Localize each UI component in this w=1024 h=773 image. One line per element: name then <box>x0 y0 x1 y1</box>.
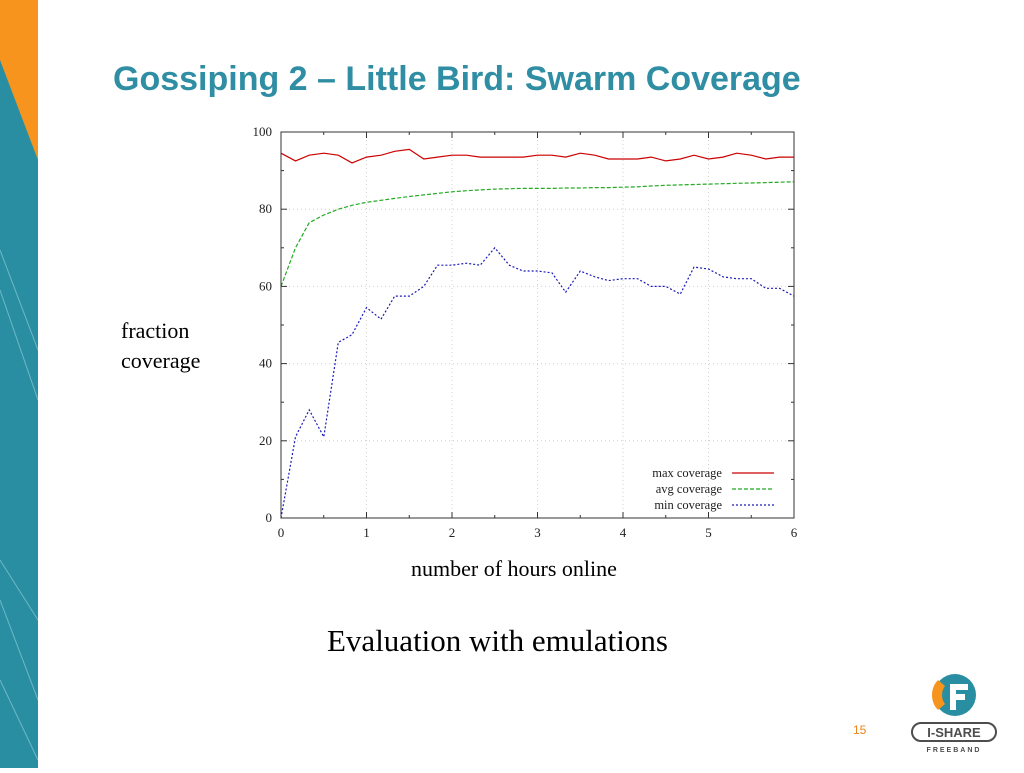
legend-label-max-coverage: max coverage <box>652 466 722 480</box>
x-axis-label: number of hours online <box>411 556 617 581</box>
x-tick-label: 5 <box>705 525 712 540</box>
freeband-logo-icon: I-SHARE FREEBAND <box>911 674 997 754</box>
y-tick-label: 20 <box>259 433 272 448</box>
y-axis-label-line-1: fraction <box>121 318 190 343</box>
x-tick-label: 1 <box>363 525 370 540</box>
y-tick-label: 40 <box>259 356 272 371</box>
legend-label-avg-coverage: avg coverage <box>656 482 723 496</box>
series-line-min-coverage <box>280 246 795 519</box>
y-axis-label-line-2: coverage <box>121 348 201 373</box>
slide-caption: Evaluation with emulations <box>327 623 668 658</box>
series-line-max-coverage <box>280 148 794 164</box>
logo-sub-text: FREEBAND <box>927 747 982 754</box>
y-tick-label: 80 <box>259 201 272 216</box>
y-tick-label: 60 <box>259 278 272 293</box>
slide-sidebar-decoration <box>0 0 39 768</box>
y-tick-label: 100 <box>253 125 273 139</box>
x-tick-label: 3 <box>534 525 541 540</box>
logo-brand-text: I-SHARE <box>927 725 981 740</box>
x-tick-label: 2 <box>449 525 456 540</box>
slide-title: Gossiping 2 – Little Bird: Swarm Coverag… <box>113 60 801 98</box>
plot-frame <box>280 131 795 519</box>
x-tick-label: 6 <box>791 525 798 540</box>
x-tick-label: 4 <box>620 525 627 540</box>
page-number: 15 <box>853 723 867 737</box>
y-axis-label: fraction coverage <box>121 316 200 376</box>
legend-label-min-coverage: min coverage <box>654 498 722 512</box>
series-line-avg-coverage <box>280 181 795 287</box>
y-tick-label: 0 <box>266 510 273 525</box>
i-share-freeband-logo: I-SHARE FREEBAND <box>908 668 1000 761</box>
x-tick-label: 0 <box>278 525 285 540</box>
sidebar-art <box>0 0 39 768</box>
